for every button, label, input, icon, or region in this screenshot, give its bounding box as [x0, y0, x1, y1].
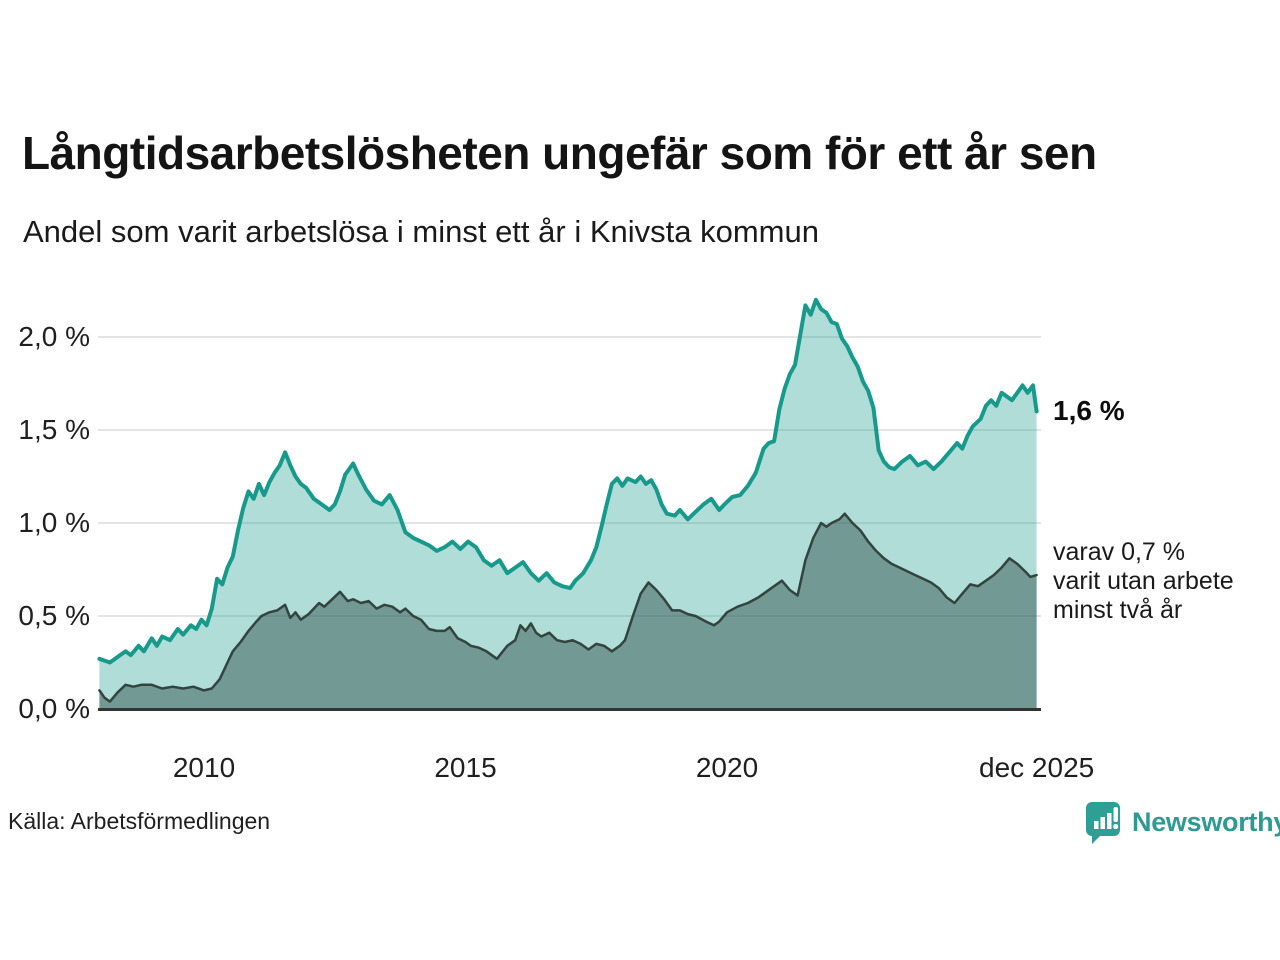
- chart-title: Långtidsarbetslösheten ungefär som för e…: [22, 127, 1097, 179]
- brand-logo: Newsworthy: [1086, 800, 1280, 844]
- chart-subtitle: Andel som varit arbetslösa i minst ett å…: [23, 214, 819, 249]
- annotation-secondary-line: varit utan arbete: [1053, 567, 1234, 595]
- series-line-0: [97, 297, 1039, 665]
- y-tick-label: 2,0 %: [18, 321, 90, 352]
- annotation-secondary-line: varav 0,7 %: [1053, 538, 1186, 566]
- x-tick-label: 2020: [695, 752, 759, 783]
- annotation-latest-value: 1,6 %: [1053, 395, 1125, 426]
- series-line-1: [98, 512, 1038, 703]
- x-tick-label: 2015: [434, 752, 497, 783]
- y-tick-label: 1,0 %: [18, 507, 90, 538]
- x-tick-label: dec 2025: [979, 752, 1095, 783]
- y-tick-label: 1,5 %: [18, 414, 90, 445]
- series-area-1: [99, 513, 1037, 709]
- newsworthy-logo-icon: [1086, 802, 1120, 844]
- x-tick-label: 2010: [172, 752, 236, 783]
- source-label: Källa: Arbetsförmedlingen: [8, 808, 271, 834]
- y-tick-label: 0,0 %: [18, 693, 90, 724]
- annotation-secondary: varav 0,7 % varit utan arbete minst två …: [1053, 538, 1234, 625]
- series-area-0: [99, 299, 1037, 709]
- brand-name: Newsworthy: [1132, 806, 1280, 837]
- annotation-secondary-line: minst två år: [1053, 596, 1183, 624]
- y-tick-label: 0,5 %: [18, 600, 90, 631]
